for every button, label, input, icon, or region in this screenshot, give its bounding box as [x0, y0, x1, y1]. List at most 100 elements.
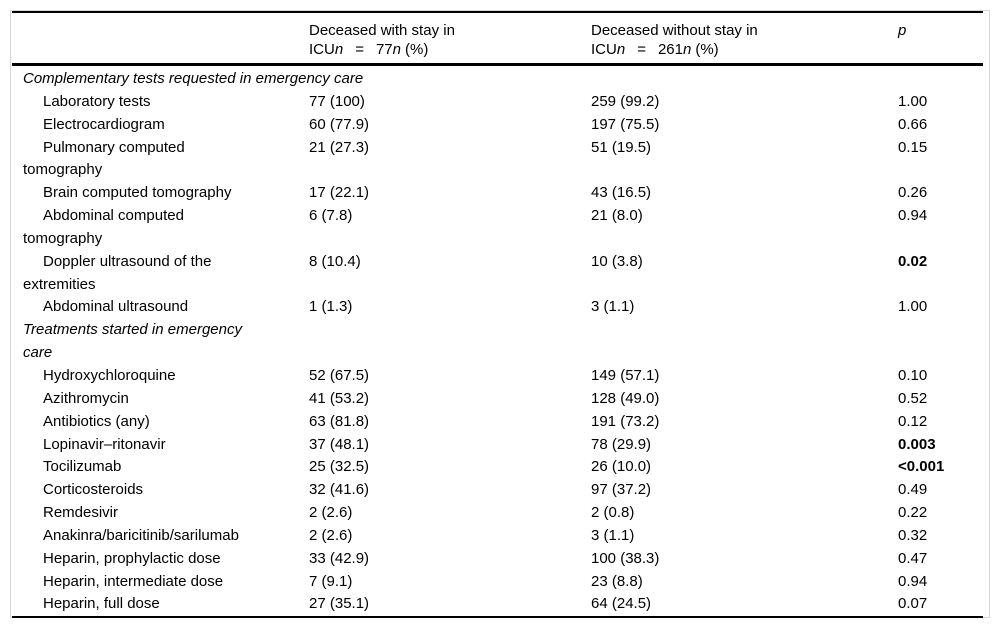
icu-value: 52 (67.5): [309, 366, 370, 384]
no-icu-value: 78 (29.9): [591, 435, 652, 453]
no-icu-value: 2 (0.8): [591, 504, 635, 522]
row-label: Abdominal computed tomography: [12, 205, 309, 251]
icu-value: 8 (10.4): [309, 252, 361, 270]
row-label-line: Laboratory tests: [43, 92, 151, 110]
table-row: Pulmonary computed tomography 21 (27.3) 51 …: [12, 137, 983, 183]
p-value: 0.94: [898, 207, 928, 225]
table-row: Remdesivir 2 (2.6) 2 (0.8) 0.22: [12, 502, 983, 525]
row-label: Heparin, full dose: [12, 593, 309, 616]
table-figure: Deceased with stay in ICUn = 77n (%) Deceas…: [10, 10, 990, 619]
p-value: 0.12: [898, 412, 928, 430]
header-col-deceased-icu-line2: ICUn = 77n (%): [309, 40, 591, 59]
section-title-line: care: [23, 344, 53, 362]
row-label: Tocilizumab: [12, 456, 309, 479]
icu-value: 25 (32.5): [309, 458, 370, 476]
no-icu-value: 100 (38.3): [591, 549, 660, 567]
row-label: Brain computed tomography: [12, 182, 309, 205]
table-header: Deceased with stay in ICUn = 77n (%) Deceas…: [12, 13, 983, 63]
row-label-line: Abdominal ultrasound: [43, 298, 189, 316]
table-row: Brain computed tomography 17 (22.1) 43 (16…: [12, 182, 983, 205]
no-icu-value: 51 (19.5): [591, 138, 652, 156]
table-bottom-rule: [12, 616, 983, 619]
n-variable: n: [616, 41, 626, 58]
p-value: 1.00: [898, 92, 928, 110]
n-variable: n: [334, 41, 344, 58]
row-label-line: Doppler ultrasound of the: [43, 252, 212, 270]
row-label: Remdesivir: [12, 502, 309, 525]
no-icu-value: 259 (99.2): [591, 92, 660, 110]
no-icu-value: 3 (1.1): [591, 526, 635, 544]
no-icu-value: 64 (24.5): [591, 595, 652, 613]
no-icu-value: 3 (1.1): [591, 298, 635, 316]
p-value: 1.00: [898, 298, 928, 316]
table-top-rule: [12, 11, 983, 13]
table-row: Anakinra/baricitinib/sarilumab 2 (2.6) 3 (…: [12, 525, 983, 548]
row-label-line: Remdesivir: [43, 504, 119, 522]
no-icu-value: 23 (8.8): [591, 572, 643, 590]
header-col-deceased-no-icu-line2: ICUn = 261n (%): [591, 40, 898, 59]
row-label: Anakinra/baricitinib/sarilumab: [12, 525, 309, 548]
row-label-line: Electrocardiogram: [43, 115, 165, 133]
no-icu-value: 43 (16.5): [591, 184, 652, 202]
icu-value: 27 (35.1): [309, 595, 370, 613]
section-title-line: Treatments started in emergency: [23, 321, 242, 339]
no-icu-value: 21 (8.0): [591, 207, 643, 225]
icu-value: 21 (27.3): [309, 138, 370, 156]
no-icu-value: 149 (57.1): [591, 366, 660, 384]
table-row: Lopinavir–ritonavir 37 (48.1) 78 (29.9) 0.0…: [12, 434, 983, 457]
header-col-empty: [12, 21, 309, 59]
row-label-line: Tocilizumab: [43, 458, 122, 476]
p-value: 0.32: [898, 526, 928, 544]
p-value: 0.66: [898, 115, 928, 133]
row-label: Laboratory tests: [12, 91, 309, 114]
row-label-line: Corticosteroids: [43, 481, 144, 499]
percent-unit: (%): [695, 41, 719, 58]
row-label-line: extremities: [23, 275, 96, 293]
row-label-line: tomography: [23, 161, 103, 179]
percent-unit: (%): [404, 41, 429, 58]
p-value: 0.47: [898, 549, 928, 567]
p-value: 0.07: [898, 595, 928, 613]
icu-value: 33 (42.9): [309, 549, 370, 567]
p-value: 0.22: [898, 504, 928, 522]
row-label: Abdominal ultrasound: [12, 296, 309, 319]
n-variable: n: [682, 41, 692, 58]
row-label-line: tomography: [23, 229, 103, 247]
row-label: Pulmonary computed tomography: [12, 137, 309, 183]
header-col-deceased-icu-line1: Deceased with stay in: [309, 22, 455, 39]
no-icu-value: 197 (75.5): [591, 115, 660, 133]
row-label: Lopinavir–ritonavir: [12, 434, 309, 457]
icu-value: 41 (53.2): [309, 389, 370, 407]
icu-value: 7 (9.1): [309, 572, 353, 590]
row-label-line: Heparin, intermediate dose: [43, 572, 224, 590]
icu-value: 2 (2.6): [309, 526, 353, 544]
p-value: 0.26: [898, 184, 928, 202]
table-row: Tocilizumab 25 (32.5) 26 (10.0) <0.001: [12, 456, 983, 479]
table-row: Heparin, intermediate dose 7 (9.1) 23 (8.8…: [12, 571, 983, 594]
row-label-line: Heparin, full dose: [43, 595, 160, 613]
table-row: Electrocardiogram 60 (77.9) 197 (75.5) 0.66: [12, 114, 983, 137]
no-icu-value: 26 (10.0): [591, 458, 652, 476]
p-value: <0.001: [898, 458, 945, 476]
row-label: Heparin, prophylactic dose: [12, 548, 309, 571]
section-title: Treatments started in emergency care: [12, 319, 983, 365]
row-label-line: Anakinra/baricitinib/sarilumab: [43, 526, 239, 544]
table-row: Abdominal computed tomography 6 (7.8) 21 (8…: [12, 205, 983, 251]
table-row: Azithromycin 41 (53.2) 128 (49.0) 0.52: [12, 388, 983, 411]
p-value: 0.02: [898, 252, 928, 270]
no-icu-value: 128 (49.0): [591, 389, 660, 407]
icu-value: 77 (100): [309, 92, 365, 110]
table-row: Heparin, full dose 27 (35.1) 64 (24.5) 0.07: [12, 593, 983, 616]
header-col-p: p: [898, 22, 907, 39]
icu-value: 60 (77.9): [309, 115, 370, 133]
n-count: 77: [375, 41, 393, 58]
icu-value: 1 (1.3): [309, 298, 353, 316]
row-label-line: Brain computed tomography: [43, 184, 232, 202]
row-label-line: Lopinavir–ritonavir: [43, 435, 166, 453]
row-label-line: Pulmonary computed: [43, 138, 185, 156]
section-title: Complementary tests requested in emergen…: [12, 68, 983, 91]
row-label: Doppler ultrasound of the extremities: [12, 251, 309, 297]
row-label-line: Heparin, prophylactic dose: [43, 549, 221, 567]
icu-value: 37 (48.1): [309, 435, 370, 453]
icu-value: 2 (2.6): [309, 504, 353, 522]
